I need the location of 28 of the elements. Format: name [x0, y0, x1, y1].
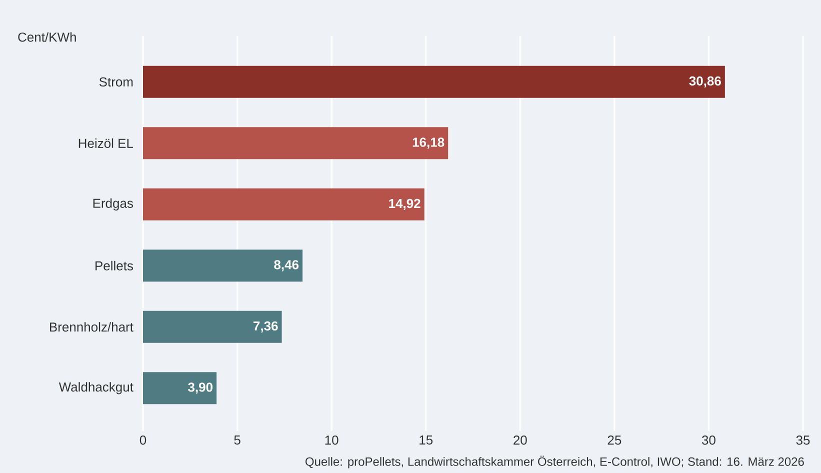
y-tick-label: Strom	[99, 77, 133, 87]
data-label: 14,92	[389, 198, 420, 210]
x-tick-label: 35	[796, 436, 810, 445]
bar	[143, 250, 303, 282]
y-tick-label: Heizöl EL	[78, 138, 134, 148]
y-tick-label: Waldhackgut	[58, 382, 134, 394]
y-tick-label: Pellets	[96, 260, 134, 270]
data-label: 3,90	[188, 382, 212, 394]
source-note: Quelle: proPellets, Landwirtschaftskammer Österreich, E-Control, IWO; Stand: 16. März 2026	[306, 456, 804, 468]
y-axis-title: Cent/KWh	[18, 32, 76, 42]
bar	[143, 188, 424, 220]
bar	[143, 66, 725, 98]
bar	[143, 127, 448, 160]
data-label: 8,46	[274, 260, 299, 272]
bar	[143, 310, 282, 343]
x-tick-label: 0	[140, 436, 146, 445]
x-tick-label: 25	[608, 436, 622, 445]
data-label: 16,18	[412, 138, 444, 149]
y-tick-label: Erdgas	[93, 198, 134, 210]
x-tick-label: 10	[325, 436, 338, 445]
x-tick-label: 30	[702, 436, 716, 445]
data-label: 7,36	[254, 321, 278, 332]
bar	[143, 372, 217, 404]
data-label: 30,86	[689, 76, 721, 88]
x-tick-label: 5	[234, 436, 240, 445]
x-tick-label: 15	[420, 436, 433, 445]
x-tick-label: 20	[514, 436, 527, 445]
y-tick-label: Brennholz/hart	[50, 322, 134, 332]
